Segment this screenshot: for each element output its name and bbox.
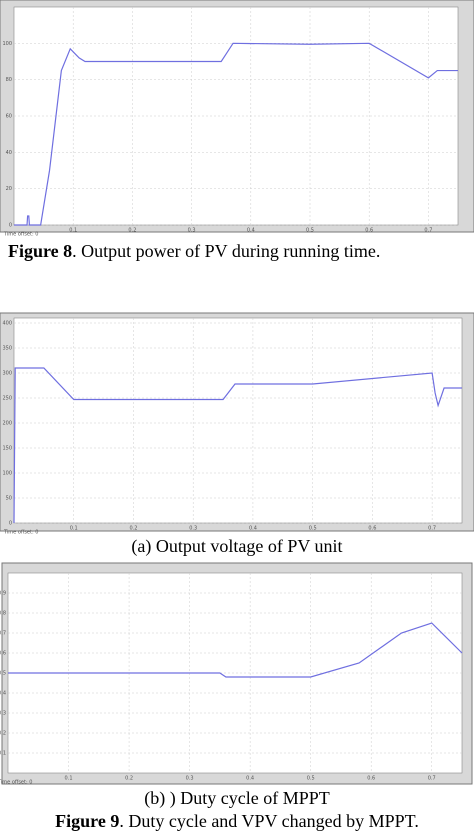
x-tick-label: 0.3	[188, 228, 196, 234]
data-line	[14, 42, 458, 226]
figure-label: Figure 9	[55, 811, 119, 831]
figure-8-caption: Figure 8. Output power of PV during runn…	[8, 241, 380, 261]
x-tick-label: 0.3	[186, 776, 194, 782]
plot-area	[13, 317, 463, 524]
y-tick-label: 50	[6, 496, 12, 502]
y-tick-label: 0.4	[0, 691, 6, 697]
y-tick-label: 40	[6, 150, 12, 156]
x-tick-label: 0.2	[129, 526, 137, 532]
y-tick-label: 200	[2, 421, 12, 427]
x-tick-label: 0.6	[365, 228, 373, 234]
data-line	[8, 622, 463, 678]
x-tick-label: 0.1	[70, 526, 78, 532]
x-tick-label: 0.4	[249, 526, 257, 532]
y-tick-label: 350	[2, 346, 12, 352]
y-tick-label: 0	[9, 521, 12, 527]
time-offset-label: Time offset: 0	[0, 780, 32, 786]
x-tick-label: 0.5	[306, 228, 314, 234]
x-tick-label: 0.4	[247, 228, 255, 234]
y-tick-label: 0.7	[0, 631, 6, 637]
time-offset-label: Time offset: 0	[3, 530, 38, 536]
x-tick-label: 0.1	[69, 228, 77, 234]
x-tick-label: 0.2	[128, 228, 136, 234]
y-tick-label: 150	[2, 446, 12, 452]
x-tick-label: 0.2	[125, 776, 133, 782]
x-tick-label: 0.7	[424, 228, 432, 234]
caption-text: . Output power of PV during running time…	[72, 241, 380, 261]
x-tick-label: 0.6	[368, 526, 376, 532]
y-tick-label: 60	[6, 114, 12, 120]
y-tick-label: 400	[2, 321, 12, 327]
x-tick-label: 0.7	[428, 776, 436, 782]
x-tick-label: 0.6	[367, 776, 375, 782]
y-tick-label: 0.8	[0, 611, 6, 617]
figure-label: Figure 8	[8, 241, 72, 261]
y-tick-label: 0.9	[0, 591, 6, 597]
subfigure-b-caption: (b) ) Duty cycle of MPPT	[144, 788, 329, 809]
y-tick-label: 0	[9, 223, 12, 229]
y-tick-label: 0.2	[0, 731, 6, 737]
x-tick-label: 0.4	[246, 776, 254, 782]
y-tick-label: 100	[2, 471, 12, 477]
x-tick-label: 0.3	[189, 526, 197, 532]
y-tick-label: 300	[2, 371, 12, 377]
subfigure-a-caption: (a) Output voltage of PV unit	[131, 536, 342, 557]
y-tick-label: 0.5	[0, 671, 6, 677]
caption-text: . Duty cycle and VPV changed by MPPT.	[119, 811, 418, 831]
y-tick-label: 250	[2, 396, 12, 402]
figure-9-caption: Figure 9. Duty cycle and VPV changed by …	[55, 811, 419, 831]
x-tick-label: 0.5	[307, 776, 315, 782]
y-tick-label: 0.6	[0, 651, 6, 657]
x-tick-label: 0.7	[428, 526, 436, 532]
y-tick-label: 100	[2, 41, 12, 47]
data-line	[13, 367, 462, 524]
x-tick-label: 0.5	[309, 526, 317, 532]
y-tick-label: 20	[6, 186, 12, 192]
y-tick-label: 80	[6, 77, 12, 83]
y-tick-label: 0.3	[0, 711, 6, 717]
y-tick-label: 0.1	[0, 751, 6, 757]
time-offset-label: Time offset: 0	[3, 232, 38, 238]
x-tick-label: 0.1	[65, 776, 73, 782]
